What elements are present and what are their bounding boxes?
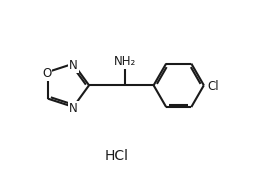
Text: N: N bbox=[69, 59, 78, 72]
Text: Cl: Cl bbox=[207, 80, 219, 93]
Text: O: O bbox=[42, 67, 51, 80]
Text: N: N bbox=[69, 102, 78, 115]
Text: HCl: HCl bbox=[105, 149, 128, 163]
Text: NH₂: NH₂ bbox=[114, 55, 136, 68]
